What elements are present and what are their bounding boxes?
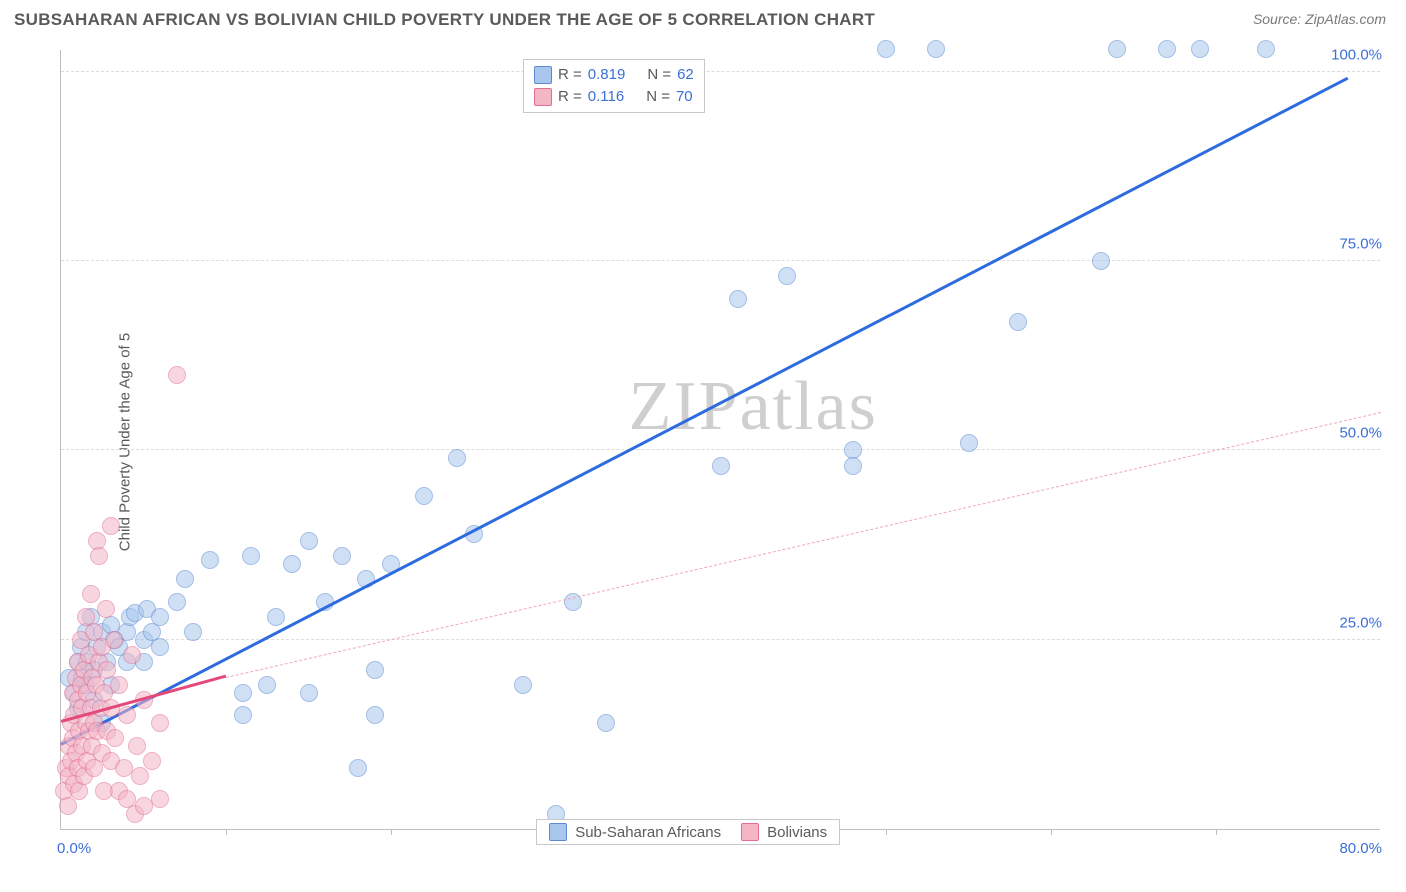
legend-item: Bolivians [741, 823, 827, 841]
chart-title: SUBSAHARAN AFRICAN VS BOLIVIAN CHILD POV… [14, 10, 875, 30]
data-point [1009, 313, 1027, 331]
stats-row: R = 0.819 N = 62 [534, 64, 694, 86]
data-point [106, 729, 124, 747]
data-point [729, 290, 747, 308]
x-max-label: 80.0% [1339, 840, 1382, 857]
legend-label: Bolivians [767, 824, 827, 841]
data-point [90, 547, 108, 565]
series-swatch [534, 88, 552, 106]
data-point [97, 600, 115, 618]
data-point [168, 366, 186, 384]
data-point [59, 797, 77, 815]
data-point [333, 547, 351, 565]
data-point [82, 585, 100, 603]
gridline [61, 260, 1380, 261]
stats-row: R = 0.116 N = 70 [534, 86, 694, 108]
data-point [234, 684, 252, 702]
data-point [1092, 252, 1110, 270]
data-point [366, 706, 384, 724]
n-value: 70 [676, 88, 693, 105]
data-point [234, 706, 252, 724]
trend-line [60, 76, 1348, 745]
series-swatch [549, 823, 567, 841]
x-tick [1216, 829, 1217, 835]
legend-label: Sub-Saharan Africans [575, 824, 721, 841]
data-point [927, 40, 945, 58]
data-point [1257, 40, 1275, 58]
n-label: N = [646, 88, 670, 105]
series-swatch [741, 823, 759, 841]
data-point [105, 631, 123, 649]
data-point [1108, 40, 1126, 58]
data-point [778, 267, 796, 285]
x-origin-label: 0.0% [57, 840, 91, 857]
data-point [135, 797, 153, 815]
r-value: 0.116 [588, 88, 624, 105]
data-point [514, 676, 532, 694]
x-tick [226, 829, 227, 835]
data-point [283, 555, 301, 573]
data-point [102, 517, 120, 535]
data-point [143, 752, 161, 770]
legend-item: Sub-Saharan Africans [549, 823, 721, 841]
x-tick [1051, 829, 1052, 835]
y-tick-label: 25.0% [1333, 614, 1382, 631]
data-point [131, 767, 149, 785]
y-tick-label: 75.0% [1333, 236, 1382, 253]
plot-area: 25.0%50.0%75.0%100.0%0.0%80.0%ZIPatlasR … [60, 50, 1380, 830]
data-point [242, 547, 260, 565]
data-point [123, 646, 141, 664]
n-label: N = [647, 66, 671, 83]
data-point [415, 487, 433, 505]
data-point [960, 434, 978, 452]
data-point [267, 608, 285, 626]
n-value: 62 [677, 66, 694, 83]
data-point [118, 706, 136, 724]
y-tick-label: 50.0% [1333, 425, 1382, 442]
data-point [366, 661, 384, 679]
stats-legend: R = 0.819 N = 62 R = 0.116 N = 70 [523, 59, 705, 113]
data-point [1191, 40, 1209, 58]
data-point [168, 593, 186, 611]
chart-container: Child Poverty Under the Age of 5 25.0%50… [50, 42, 1396, 842]
data-point [1158, 40, 1176, 58]
data-point [844, 457, 862, 475]
data-point [448, 449, 466, 467]
data-point [110, 676, 128, 694]
source-name: ZipAtlas.com [1305, 11, 1386, 27]
data-point [877, 40, 895, 58]
watermark: ZIPatlas [629, 367, 878, 447]
data-point [597, 714, 615, 732]
data-point [115, 759, 133, 777]
gridline [61, 71, 1380, 72]
data-point [176, 570, 194, 588]
data-point [128, 737, 146, 755]
data-point [349, 759, 367, 777]
series-swatch [534, 66, 552, 84]
y-tick-label: 100.0% [1325, 46, 1382, 63]
data-point [300, 532, 318, 550]
data-point [151, 638, 169, 656]
data-point [151, 790, 169, 808]
data-point [151, 608, 169, 626]
r-label: R = [558, 66, 582, 83]
data-point [712, 457, 730, 475]
data-point [151, 714, 169, 732]
gridline [61, 449, 1380, 450]
data-point [300, 684, 318, 702]
series-legend: Sub-Saharan Africans Bolivians [536, 819, 840, 845]
x-tick [886, 829, 887, 835]
r-label: R = [558, 88, 582, 105]
data-point [184, 623, 202, 641]
x-tick [391, 829, 392, 835]
trend-line [226, 412, 1381, 678]
data-point [258, 676, 276, 694]
data-point [201, 551, 219, 569]
r-value: 0.819 [588, 66, 626, 83]
source-attribution: Source: ZipAtlas.com [1253, 11, 1386, 29]
source-prefix: Source: [1253, 11, 1305, 27]
